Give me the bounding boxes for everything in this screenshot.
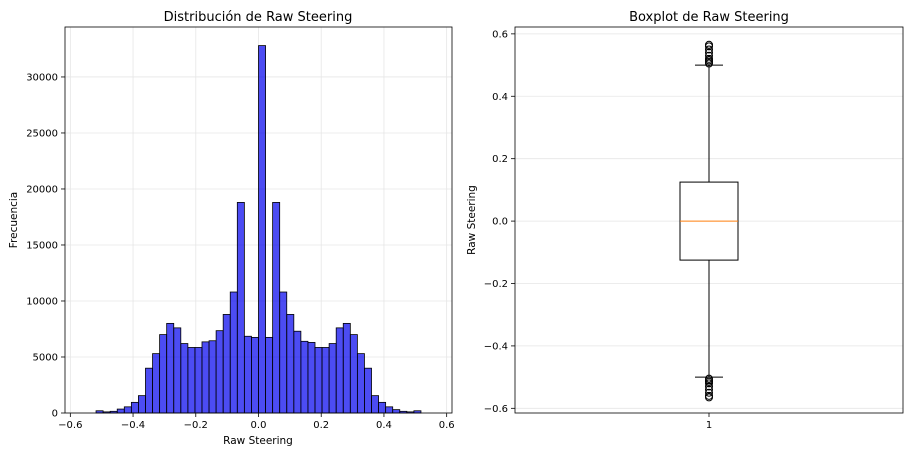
histogram-bar	[201, 341, 210, 414]
y-tick-label: 20000	[26, 184, 58, 195]
histogram-bar	[138, 395, 146, 414]
histogram-bar	[159, 334, 168, 414]
histogram-bar	[166, 322, 175, 414]
histogram-bar	[385, 406, 394, 414]
histogram-bar	[222, 314, 231, 414]
histogram-bar	[307, 342, 316, 414]
histogram-bar	[342, 322, 351, 414]
histogram-xlabel: Raw Steering	[223, 435, 293, 447]
boxplot-title: Boxplot de Raw Steering	[629, 10, 789, 25]
plot-frame	[64, 26, 453, 414]
y-tick-label: 15000	[26, 240, 58, 251]
histogram-bar	[123, 406, 132, 414]
x-tick-label: 1	[706, 420, 712, 431]
histogram-bar	[130, 401, 139, 414]
y-tick-label: 0.4	[492, 92, 508, 103]
histogram-bar	[258, 45, 266, 414]
histogram-bar	[215, 330, 224, 414]
y-tick-label: −0.2	[484, 279, 508, 290]
outlier-point	[705, 388, 713, 397]
histogram-bar	[356, 353, 365, 414]
histogram-bar	[145, 367, 153, 414]
histogram-bar	[236, 202, 245, 414]
histogram-title: Distribución de Raw Steering	[164, 10, 353, 25]
outlier-point	[705, 45, 713, 54]
outlier-point	[705, 382, 713, 391]
outlier-point	[705, 48, 713, 57]
x-tick-label: 0.0	[251, 420, 267, 431]
histogram-bar	[279, 291, 288, 414]
histogram-bar	[272, 202, 281, 414]
x-tick-label: 0.6	[439, 420, 455, 431]
histogram-bar	[364, 367, 372, 414]
histogram-bar	[314, 347, 323, 414]
histogram-bar	[286, 314, 295, 414]
histogram-bar	[349, 334, 358, 414]
y-tick-label: 5000	[33, 352, 58, 363]
y-tick-label: −0.6	[484, 404, 508, 415]
outlier-point	[705, 385, 713, 394]
histogram-panel: Distribución de Raw Steering Raw Steerin…	[8, 10, 455, 447]
histogram-bar	[371, 395, 379, 414]
histogram-bar	[116, 408, 125, 414]
histogram-bar	[243, 335, 252, 414]
histogram-bar	[328, 343, 337, 414]
x-tick-label: −0.6	[58, 420, 82, 431]
histogram-bar	[265, 336, 274, 414]
x-tick-label: −0.4	[121, 420, 145, 431]
histogram-ylabel: Frecuencia	[8, 192, 20, 249]
histogram-bar	[194, 347, 203, 414]
outlier-point	[705, 379, 713, 388]
boxplot-panel: Boxplot de Raw Steering Raw Steering −0.…	[466, 10, 904, 431]
histogram-bar	[335, 327, 344, 414]
histogram-bar	[251, 336, 259, 414]
y-tick-label: 10000	[26, 296, 58, 307]
x-tick-label: 0.2	[313, 420, 329, 431]
y-tick-label: −0.4	[484, 341, 508, 352]
boxplot-ylabel: Raw Steering	[466, 185, 478, 255]
outlier-point	[705, 54, 713, 63]
histogram-bar	[229, 291, 238, 414]
y-tick-label: 25000	[26, 128, 58, 139]
histogram-bar	[152, 353, 161, 414]
histogram-bar	[187, 347, 196, 414]
outlier-point	[705, 393, 713, 402]
plot-frame	[514, 26, 904, 414]
x-tick-label: −0.2	[184, 420, 208, 431]
histogram-bar	[208, 340, 217, 414]
histogram-bar	[392, 409, 401, 414]
y-tick-label: 0.2	[492, 154, 508, 165]
histogram-bar	[180, 343, 189, 414]
x-tick-label: 0.4	[376, 420, 392, 431]
histogram-bar	[173, 327, 182, 414]
y-tick-label: 30000	[26, 72, 58, 83]
histogram-bar	[378, 401, 387, 414]
histogram-bar	[300, 340, 309, 414]
y-tick-label: 0.6	[492, 29, 508, 40]
y-tick-label: 0	[52, 409, 58, 420]
histogram-bar	[293, 330, 302, 414]
outlier-point	[705, 40, 713, 49]
outlier-point	[705, 51, 713, 60]
y-tick-label: 0.0	[492, 217, 508, 228]
histogram-bar	[321, 347, 330, 414]
